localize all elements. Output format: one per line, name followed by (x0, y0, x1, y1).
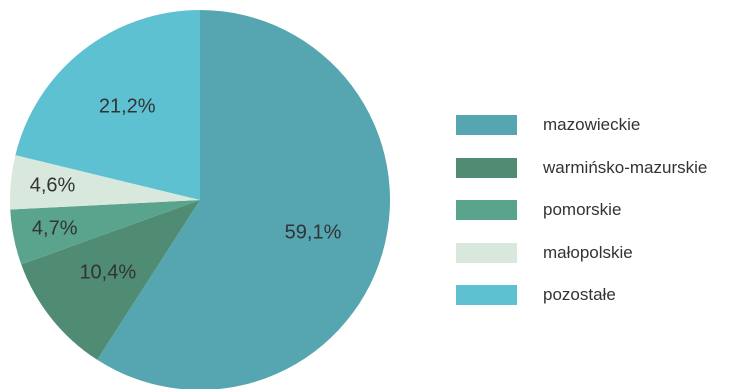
legend-swatch (456, 242, 517, 263)
legend-swatch (456, 115, 517, 136)
legend-item-3: małopolskie (456, 232, 707, 275)
legend-label: warmińsko-mazurskie (543, 157, 708, 177)
data-label-2: 4,7% (32, 217, 78, 239)
legend-swatch (456, 285, 517, 306)
data-label-3: 4,6% (30, 174, 76, 196)
legend-label: pozostałe (543, 285, 616, 305)
legend-label: pomorskie (543, 200, 622, 220)
legend-label: mazowieckie (543, 115, 641, 135)
data-label-4: 21,2% (99, 96, 156, 118)
legend-item-2: pomorskie (456, 189, 707, 232)
pie-slice-3 (10, 155, 200, 210)
data-label-1: 10,4% (79, 262, 136, 284)
pie-slice-1 (21, 200, 201, 360)
pie-slice-2 (10, 200, 200, 265)
legend-swatch (456, 200, 517, 221)
data-label-0: 59,1% (285, 221, 342, 243)
pie-slice-0 (97, 10, 390, 389)
legend-swatch (456, 157, 517, 178)
legend-item-1: warmińsko-mazurskie (456, 147, 707, 190)
legend: mazowieckie warmińsko-mazurskie pomorskie m… (456, 104, 707, 317)
legend-label: małopolskie (543, 242, 633, 262)
pie-slice-4 (15, 10, 201, 200)
legend-item-4: pozostałe (456, 274, 707, 317)
legend-item-0: mazowieckie (456, 104, 707, 147)
